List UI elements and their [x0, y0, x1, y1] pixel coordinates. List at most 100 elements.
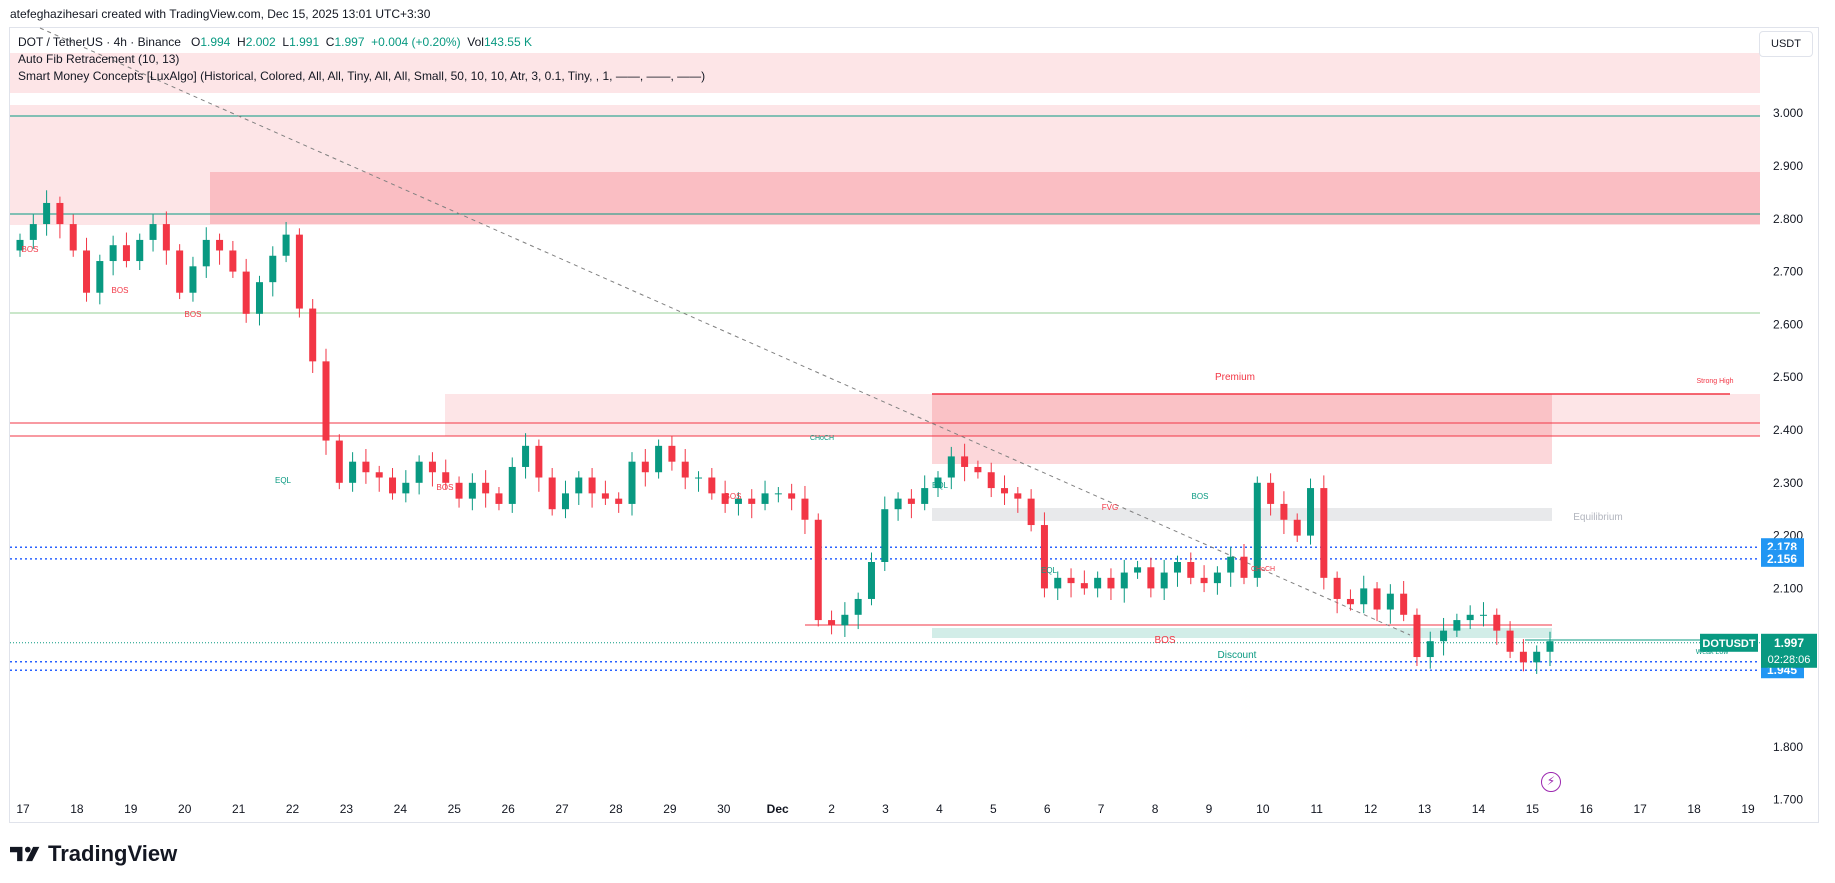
candle-body: [1453, 620, 1461, 631]
candle-body: [1440, 630, 1448, 642]
candle-body: [468, 482, 476, 499]
supply-zone: [10, 53, 1760, 93]
candle-body: [428, 461, 436, 473]
annotation-bos: BOS: [185, 310, 202, 319]
candle-body: [1426, 641, 1434, 658]
price-tick-label: 3.000: [1773, 106, 1803, 120]
high-value: 2.002: [245, 35, 276, 49]
candle-body: [1014, 493, 1022, 499]
candle-body: [508, 466, 516, 504]
candle-body: [482, 482, 490, 494]
price-tick-label: 2.900: [1773, 159, 1803, 173]
candle-body: [1307, 488, 1315, 536]
low-label: L: [282, 35, 290, 49]
candle-body: [1506, 630, 1514, 652]
candle-body: [202, 239, 210, 267]
candle-body: [695, 477, 703, 479]
candle-body: [801, 498, 809, 520]
time-tick-label: 4: [936, 802, 943, 816]
volume-value: 143.55 K: [483, 35, 532, 49]
candle-body: [295, 234, 303, 309]
equilibrium-zone: [932, 508, 1552, 521]
time-tick-label: 18: [1687, 802, 1701, 816]
time-tick-label: 28: [609, 802, 623, 816]
candle-body: [668, 445, 676, 462]
candle-body: [681, 461, 689, 478]
time-tick-label: 15: [1526, 802, 1540, 816]
candle-body: [1067, 577, 1075, 584]
candle-body: [1253, 482, 1261, 578]
candle-body: [921, 488, 929, 504]
annotation-bos: BOS: [437, 483, 454, 492]
candle-body: [721, 493, 729, 504]
price-badge-label: 2.156: [1767, 552, 1797, 566]
candle-body: [561, 493, 569, 510]
annotation-choch: CHoCH: [810, 435, 834, 442]
time-tick-label: 6: [1044, 802, 1051, 816]
candle-body: [1054, 577, 1062, 589]
candle-body: [548, 477, 556, 510]
time-tick-label: 7: [1098, 802, 1105, 816]
symbol-title[interactable]: DOT / TetherUS · 4h · Binance: [18, 35, 181, 49]
candle-body: [255, 282, 263, 314]
open-label: O: [190, 35, 201, 49]
candle-body: [269, 255, 277, 283]
candle-body: [1533, 651, 1541, 663]
candle-body: [415, 461, 423, 483]
candle-body: [641, 461, 649, 473]
candle-body: [1160, 572, 1168, 589]
candle-body: [1333, 577, 1341, 599]
currency-button[interactable]: USDT: [1759, 31, 1813, 57]
time-tick-label: 25: [448, 802, 462, 816]
candle-body: [1134, 567, 1142, 573]
candle-body: [282, 234, 290, 256]
candle-body: [1519, 651, 1527, 663]
time-tick-label: 8: [1152, 802, 1159, 816]
price-tick-label: 1.700: [1773, 793, 1803, 807]
candle-body: [1386, 593, 1394, 610]
time-tick-label: 19: [1741, 802, 1755, 816]
candle-body: [1400, 593, 1408, 615]
time-tick-label: 20: [178, 802, 192, 816]
indicator-fib[interactable]: Auto Fib Retracement (10, 13): [18, 52, 180, 66]
tradingview-logo: TradingView: [10, 840, 177, 868]
candle-body: [242, 271, 250, 314]
price-tick-label: 2.600: [1773, 317, 1803, 331]
lightning-icon[interactable]: ⚡: [1541, 772, 1561, 792]
chart-pane[interactable]: [9, 27, 1819, 823]
candle-body: [881, 509, 889, 562]
time-tick-label: 19: [124, 802, 138, 816]
candle-body: [455, 482, 463, 499]
annotation-eql: EQL: [932, 481, 949, 490]
candle-body: [1147, 567, 1155, 589]
price-tick-label: 2.300: [1773, 476, 1803, 490]
price-tick-label: 2.700: [1773, 265, 1803, 279]
candle-body: [96, 261, 104, 293]
candle-body: [522, 445, 530, 467]
order-block-zone: [210, 172, 1760, 224]
time-tick-label: 17: [16, 802, 30, 816]
candle-body: [761, 493, 769, 504]
volume-label: Vol: [467, 35, 484, 49]
indicator-smc[interactable]: Smart Money Concepts [LuxAlgo] (Historic…: [18, 69, 706, 83]
candle-body: [442, 472, 450, 483]
time-tick-label: 22: [286, 802, 300, 816]
candle-body: [615, 498, 623, 504]
time-tick-label: Dec: [767, 802, 789, 816]
candle-body: [1240, 556, 1248, 578]
low-value: 1.991: [289, 35, 320, 49]
time-tick-label: 23: [340, 802, 354, 816]
candle-body: [362, 461, 370, 473]
time-tick-label: 12: [1364, 802, 1378, 816]
candle-body: [828, 620, 836, 626]
candle-body: [867, 562, 875, 599]
candle-body: [575, 477, 583, 494]
candle-body: [176, 250, 184, 293]
price-tick-label: 2.500: [1773, 370, 1803, 384]
discount-zone: [932, 628, 1552, 638]
candle-body: [1173, 562, 1181, 573]
time-tick-label: 3: [882, 802, 889, 816]
time-tick-label: 24: [394, 802, 408, 816]
annotation-equilibrium: Equilibrium: [1573, 512, 1622, 523]
